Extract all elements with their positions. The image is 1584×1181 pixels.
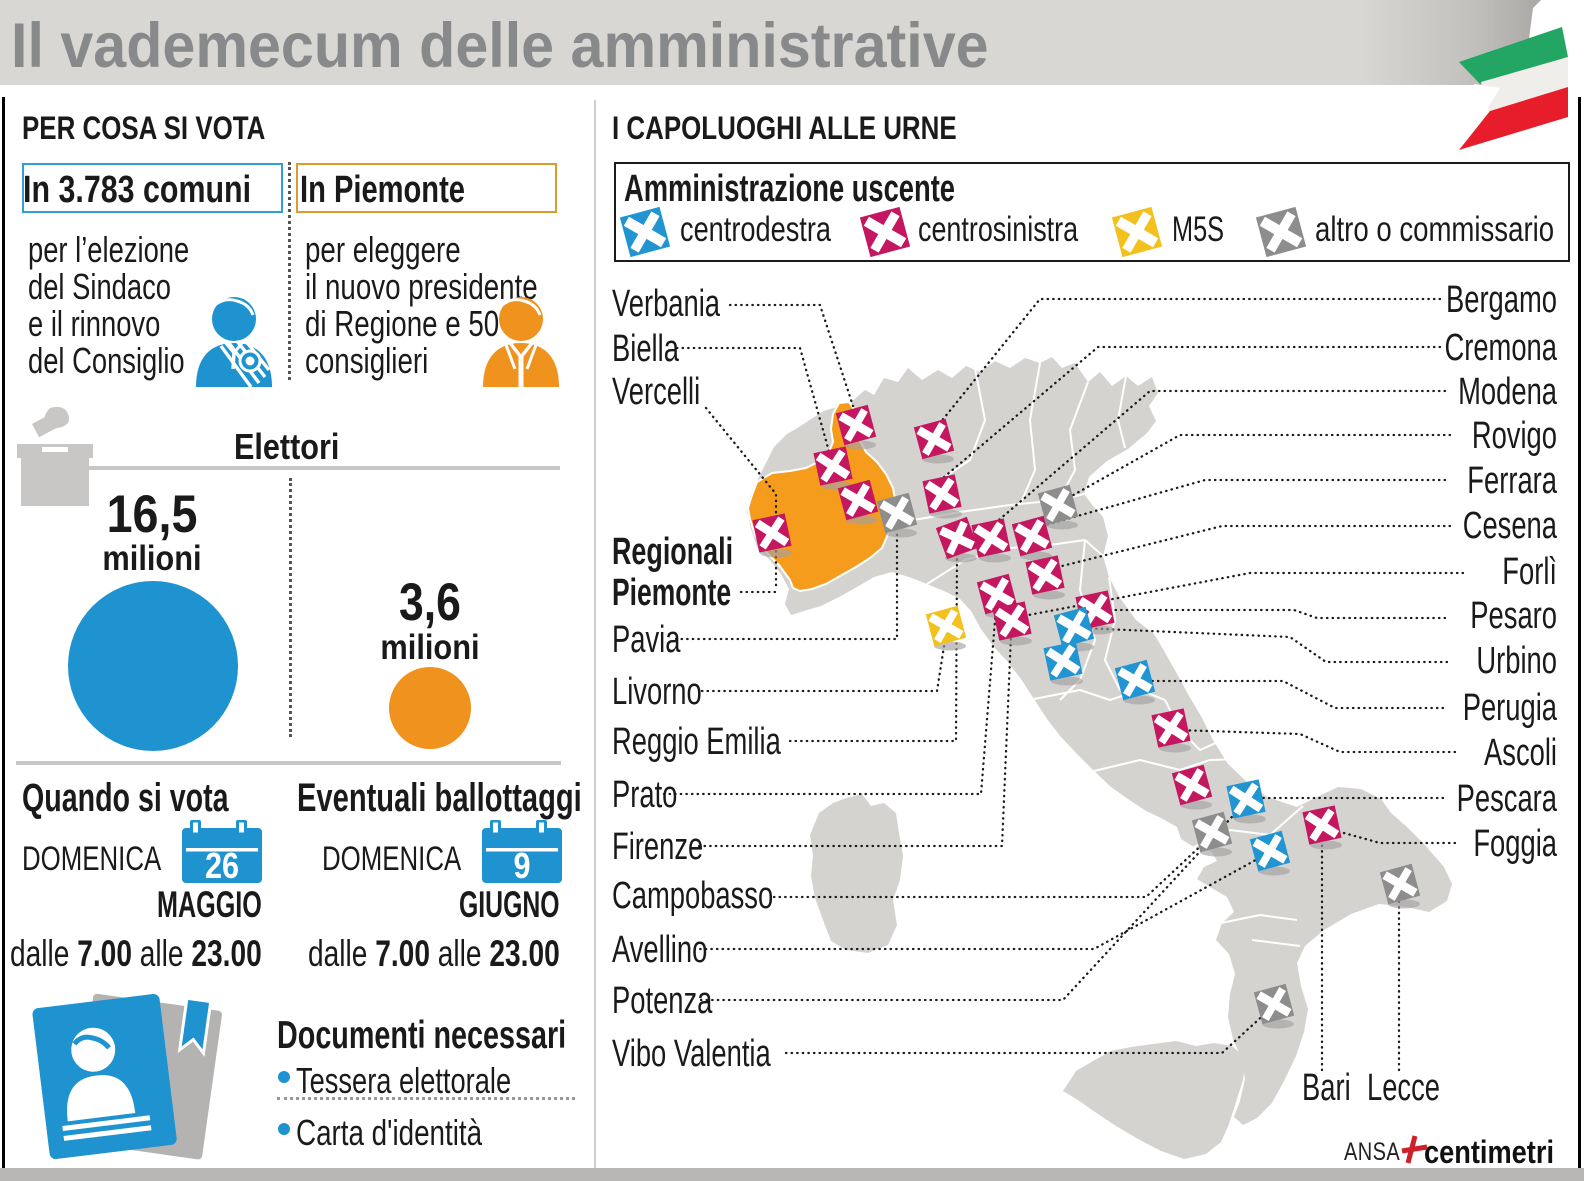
svg-text:26: 26 — [205, 847, 239, 887]
svg-text:9: 9 — [513, 847, 530, 887]
